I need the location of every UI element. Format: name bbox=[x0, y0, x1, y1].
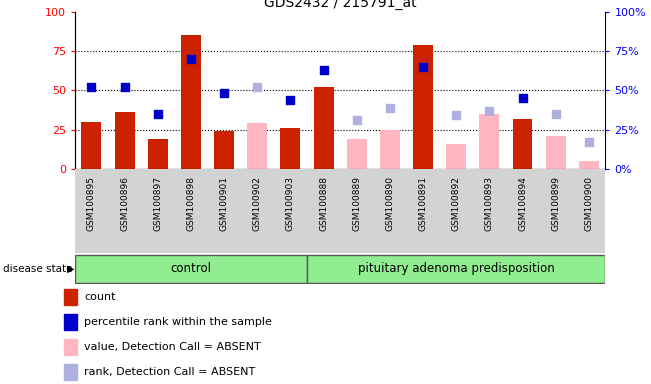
Text: value, Detection Call = ABSENT: value, Detection Call = ABSENT bbox=[85, 341, 261, 352]
Text: count: count bbox=[85, 291, 116, 302]
Bar bbox=[241, 169, 274, 253]
Text: GSM100898: GSM100898 bbox=[186, 176, 195, 231]
Bar bbox=[214, 131, 234, 169]
Point bbox=[252, 84, 262, 90]
Bar bbox=[281, 128, 300, 169]
Point bbox=[551, 111, 561, 117]
Title: GDS2432 / 215791_at: GDS2432 / 215791_at bbox=[264, 0, 417, 10]
Text: GSM100890: GSM100890 bbox=[385, 176, 395, 231]
Text: GSM100892: GSM100892 bbox=[452, 176, 461, 231]
Text: control: control bbox=[171, 262, 212, 275]
Bar bbox=[64, 314, 77, 329]
Text: GSM100888: GSM100888 bbox=[319, 176, 328, 231]
Point bbox=[152, 111, 163, 117]
Bar bbox=[579, 161, 599, 169]
Point bbox=[484, 108, 495, 114]
Bar bbox=[64, 364, 77, 379]
Point bbox=[219, 90, 229, 96]
Bar bbox=[314, 87, 333, 169]
Text: GSM100897: GSM100897 bbox=[153, 176, 162, 231]
Point bbox=[285, 97, 296, 103]
Bar bbox=[539, 169, 572, 253]
Bar bbox=[174, 169, 208, 253]
Point bbox=[86, 84, 96, 90]
Bar bbox=[181, 35, 201, 169]
Text: GSM100894: GSM100894 bbox=[518, 176, 527, 231]
Point bbox=[352, 117, 362, 123]
Bar bbox=[406, 169, 439, 253]
Text: GSM100901: GSM100901 bbox=[219, 176, 229, 231]
Bar bbox=[373, 169, 406, 253]
Text: ▶: ▶ bbox=[67, 264, 75, 274]
Bar bbox=[75, 255, 307, 283]
Bar bbox=[413, 45, 433, 169]
Bar bbox=[473, 169, 506, 253]
Bar bbox=[506, 169, 539, 253]
Bar bbox=[148, 139, 168, 169]
Text: GSM100899: GSM100899 bbox=[551, 176, 561, 231]
Bar bbox=[141, 169, 174, 253]
Point bbox=[518, 95, 528, 101]
Text: percentile rank within the sample: percentile rank within the sample bbox=[85, 316, 272, 327]
Text: GSM100902: GSM100902 bbox=[253, 176, 262, 231]
Text: GSM100895: GSM100895 bbox=[87, 176, 96, 231]
Point bbox=[186, 56, 196, 62]
Text: GSM100889: GSM100889 bbox=[352, 176, 361, 231]
Text: GSM100896: GSM100896 bbox=[120, 176, 129, 231]
Text: GSM100893: GSM100893 bbox=[485, 176, 494, 231]
Bar bbox=[81, 122, 102, 169]
Text: disease state: disease state bbox=[3, 264, 73, 274]
Text: GSM100891: GSM100891 bbox=[419, 176, 428, 231]
Bar bbox=[439, 169, 473, 253]
Bar bbox=[75, 169, 108, 253]
Text: pituitary adenoma predisposition: pituitary adenoma predisposition bbox=[358, 262, 555, 275]
Bar bbox=[340, 169, 373, 253]
Bar bbox=[512, 119, 533, 169]
Bar bbox=[247, 123, 267, 169]
Bar bbox=[307, 255, 605, 283]
Point bbox=[385, 104, 395, 111]
Point bbox=[451, 113, 462, 119]
Text: GSM100903: GSM100903 bbox=[286, 176, 295, 231]
Bar bbox=[208, 169, 241, 253]
Bar bbox=[479, 114, 499, 169]
Bar bbox=[274, 169, 307, 253]
Bar bbox=[64, 289, 77, 305]
Bar bbox=[380, 129, 400, 169]
Bar bbox=[447, 144, 466, 169]
Bar bbox=[546, 136, 566, 169]
Point bbox=[119, 84, 130, 90]
Bar bbox=[347, 139, 367, 169]
Point bbox=[584, 139, 594, 145]
Bar bbox=[307, 169, 340, 253]
Bar bbox=[108, 169, 141, 253]
Bar bbox=[64, 339, 77, 354]
Text: rank, Detection Call = ABSENT: rank, Detection Call = ABSENT bbox=[85, 366, 256, 377]
Point bbox=[418, 63, 428, 70]
Bar bbox=[572, 169, 605, 253]
Point bbox=[318, 67, 329, 73]
Bar bbox=[115, 112, 135, 169]
Text: GSM100900: GSM100900 bbox=[585, 176, 593, 231]
